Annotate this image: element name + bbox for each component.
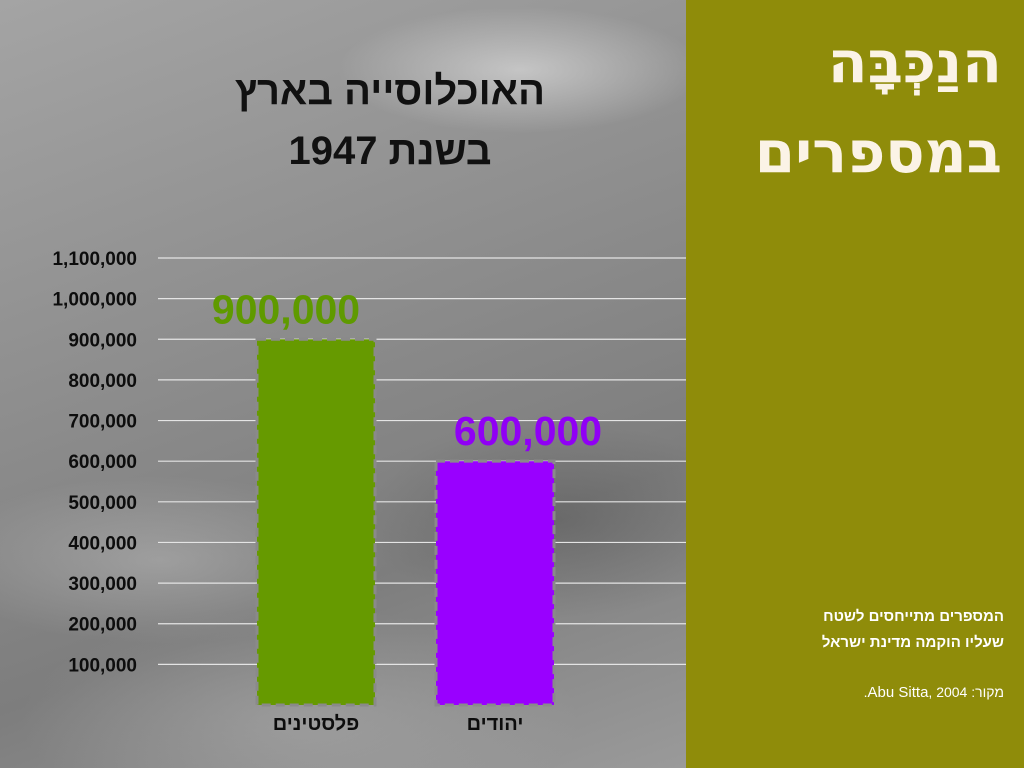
panel-title-line-2: במספרים (754, 118, 1002, 186)
side-panel: הנַכְּבָּה במספרים המספרים מתייחסים לשטח… (686, 0, 1024, 768)
category-label: פלסטינים (273, 713, 360, 735)
grid-lines (158, 257, 686, 665)
bar-value-label: 900,000 (212, 286, 360, 332)
y-tick-label: 200,000 (68, 615, 137, 636)
y-tick-label: 100,000 (68, 655, 137, 676)
y-axis-tick-labels: 100,000 200,000 300,000 400,000 500,000 600,0… (52, 249, 137, 676)
y-tick-label: 400,000 (68, 533, 137, 554)
bars (255, 337, 556, 707)
note-line-1: המספרים מתייחסים לשטח (823, 608, 1004, 625)
y-tick-label: 1,000,000 (52, 290, 137, 311)
y-tick-label: 700,000 (68, 412, 137, 433)
chart-title-line-1: האוכלוסייה בארץ (234, 69, 546, 113)
panel-title-line-1: הנַכְּבָּה (827, 28, 1002, 96)
bar-value-label: 600,000 (454, 408, 602, 454)
y-tick-label: 500,000 (68, 493, 137, 514)
source-citation: מקור: Abu Sitta, 2004. (694, 684, 1004, 701)
source-prefix: מקור: (971, 684, 1004, 700)
y-tick-label: 600,000 (68, 452, 137, 473)
y-tick-label: 900,000 (68, 330, 137, 351)
chart-title-line-2: בשנת 1947 (288, 129, 492, 173)
source-name: Abu Sitta (867, 684, 929, 701)
bar-labels: 900,000 פלסטינים 600,000 יהודים (212, 286, 602, 735)
y-tick-label: 800,000 (68, 371, 137, 392)
bar-chart: 100,000 200,000 300,000 400,000 500,000 600,0… (52, 249, 686, 735)
bar (255, 337, 377, 707)
source-year: , 2004. (863, 684, 968, 700)
category-label: יהודים (467, 713, 524, 735)
y-tick-label: 300,000 (68, 574, 137, 595)
note-line-2: שעליו הוקמה מדינת ישראל (821, 634, 1004, 651)
bar (434, 459, 556, 707)
y-tick-label: 1,100,000 (52, 249, 137, 270)
